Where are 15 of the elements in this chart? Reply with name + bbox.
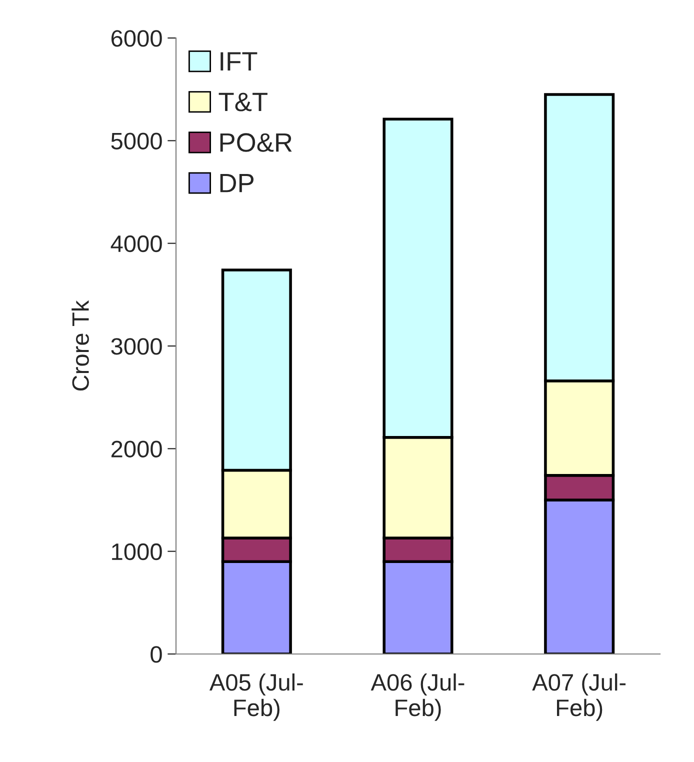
y-tick-label: 5000 [111, 132, 162, 150]
x-tick-label: A06 (Jul-Feb) [370, 673, 464, 721]
y-tick-label: 4000 [110, 235, 162, 252]
x-tick-label: A07 (Jul-Feb) [532, 673, 626, 721]
y-axis-title: Crore Tk [72, 300, 89, 391]
y-tick-label: 6000 [111, 30, 162, 47]
y-tick-label: 0 [150, 646, 162, 663]
y-tick-label: 2000 [111, 440, 162, 458]
x-tick-label: A05 (Jul-Feb) [209, 673, 303, 721]
legend-label: T&T [218, 92, 268, 112]
legend-label: IFT [220, 52, 258, 70]
legend-label: DP [220, 174, 254, 192]
y-tick-label: 3000 [111, 338, 162, 355]
y-tick-label: 1000 [112, 543, 162, 560]
legend-label: PO&R [220, 133, 292, 152]
